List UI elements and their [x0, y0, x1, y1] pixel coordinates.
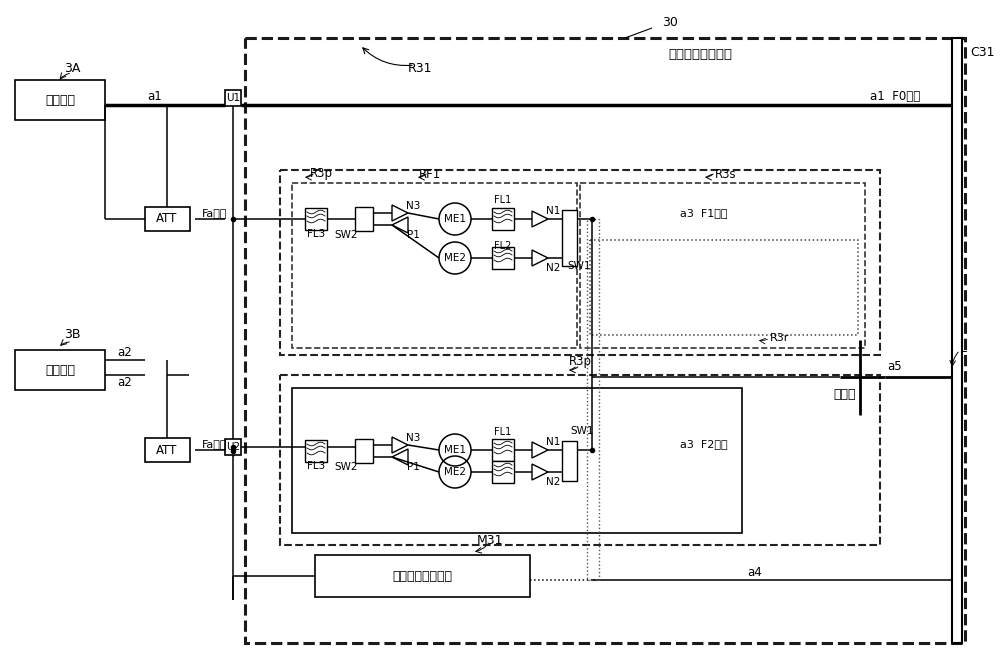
Text: SW1: SW1 — [567, 261, 591, 271]
Text: a3  F2频点: a3 F2频点 — [680, 439, 728, 449]
FancyBboxPatch shape — [952, 38, 962, 643]
Text: ATT: ATT — [156, 444, 178, 456]
Text: R3s: R3s — [715, 167, 737, 181]
Text: P1: P1 — [407, 462, 419, 472]
Text: FL1: FL1 — [494, 195, 512, 205]
Text: ME1: ME1 — [444, 445, 466, 455]
Text: Fa频段: Fa频段 — [202, 208, 228, 218]
Text: 3A: 3A — [64, 62, 80, 74]
Text: P1: P1 — [407, 230, 419, 240]
Text: FL3: FL3 — [307, 229, 325, 239]
FancyBboxPatch shape — [492, 439, 514, 461]
Text: U2: U2 — [226, 442, 240, 452]
Text: ATT: ATT — [156, 213, 178, 225]
Text: SW2: SW2 — [334, 462, 358, 472]
Text: M31: M31 — [477, 533, 503, 547]
FancyBboxPatch shape — [292, 388, 742, 533]
Text: N3: N3 — [406, 201, 420, 211]
FancyBboxPatch shape — [15, 80, 105, 120]
FancyBboxPatch shape — [355, 439, 373, 463]
Text: a3  F1频点: a3 F1频点 — [680, 208, 728, 218]
Text: RF1: RF1 — [419, 167, 441, 181]
Text: N1: N1 — [546, 206, 560, 216]
Text: SW1: SW1 — [570, 426, 594, 436]
Text: Fa频段: Fa频段 — [202, 439, 228, 449]
Text: a1: a1 — [148, 90, 162, 102]
FancyBboxPatch shape — [145, 207, 190, 231]
Text: R3p: R3p — [310, 167, 333, 181]
Text: C31: C31 — [970, 45, 994, 58]
Text: a5: a5 — [888, 361, 902, 373]
Text: a2: a2 — [118, 347, 132, 359]
FancyBboxPatch shape — [492, 247, 514, 269]
Text: FL1: FL1 — [494, 427, 512, 437]
Text: 近端控制合路单元: 近端控制合路单元 — [668, 48, 732, 62]
Text: L: L — [960, 341, 967, 355]
Text: ME2: ME2 — [444, 467, 466, 477]
Text: N3: N3 — [406, 433, 420, 443]
Text: N1: N1 — [546, 437, 560, 447]
FancyBboxPatch shape — [15, 350, 105, 390]
Text: a1  F0频段: a1 F0频段 — [870, 90, 920, 104]
Text: FL2: FL2 — [494, 241, 512, 251]
Text: 30: 30 — [662, 15, 678, 29]
Text: 第一信源: 第一信源 — [45, 94, 75, 106]
Text: SW2: SW2 — [334, 230, 358, 240]
Text: FL3: FL3 — [307, 461, 325, 471]
Text: R3p: R3p — [568, 355, 592, 369]
Text: ME2: ME2 — [444, 253, 466, 263]
Text: U1: U1 — [226, 93, 240, 103]
Text: ME1: ME1 — [444, 214, 466, 224]
FancyBboxPatch shape — [305, 440, 327, 462]
FancyBboxPatch shape — [305, 208, 327, 230]
FancyBboxPatch shape — [562, 441, 577, 481]
Text: 合路器: 合路器 — [834, 389, 856, 401]
Text: 第一通信监控模块: 第一通信监控模块 — [392, 569, 452, 583]
Text: N2: N2 — [546, 477, 560, 487]
FancyBboxPatch shape — [225, 439, 241, 455]
FancyBboxPatch shape — [145, 438, 190, 462]
Text: R3r: R3r — [770, 333, 789, 343]
Text: 3B: 3B — [64, 328, 80, 341]
FancyBboxPatch shape — [225, 90, 241, 106]
FancyBboxPatch shape — [355, 207, 373, 231]
FancyBboxPatch shape — [562, 210, 577, 266]
FancyBboxPatch shape — [315, 555, 530, 597]
Text: a4: a4 — [748, 565, 762, 579]
FancyBboxPatch shape — [492, 208, 514, 230]
Text: N2: N2 — [546, 263, 560, 273]
Text: 第二信源: 第二信源 — [45, 363, 75, 377]
Text: a2: a2 — [118, 375, 132, 389]
FancyBboxPatch shape — [492, 461, 514, 483]
Text: R31: R31 — [408, 62, 432, 74]
